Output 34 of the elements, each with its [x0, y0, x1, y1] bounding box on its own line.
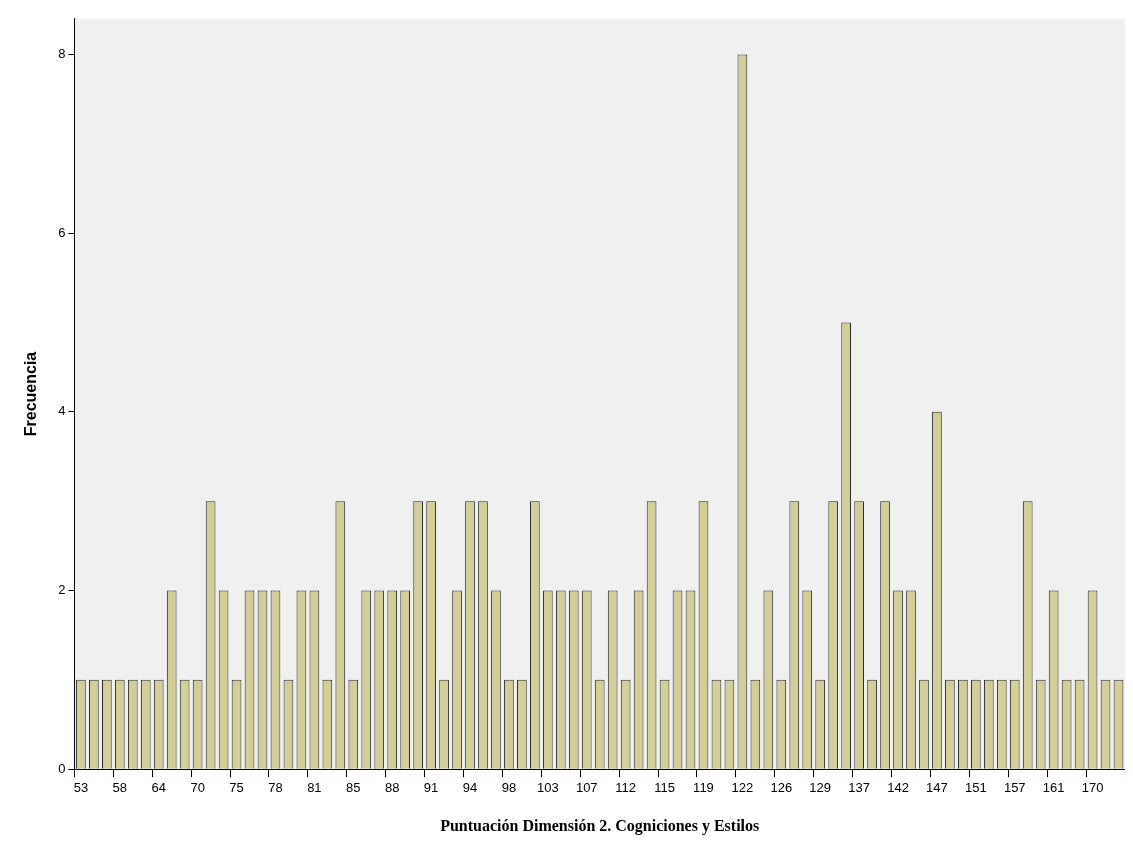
x-tick-label: 53: [73, 779, 89, 795]
x-tick-label: 137: [848, 779, 870, 795]
x-tick-label: 126: [770, 779, 793, 795]
y-tick-label: 8: [58, 46, 66, 62]
x-tick-label: 58: [112, 779, 128, 795]
x-tick-label: 88: [384, 779, 400, 795]
x-tick-label: 78: [268, 779, 283, 795]
x-tick-label: 142: [887, 779, 909, 795]
y-axis-title: Frecuencia: [22, 351, 40, 437]
x-tick-label: 170: [1081, 779, 1104, 795]
y-tick-label: 0: [58, 760, 66, 776]
y-tick-label: 2: [58, 582, 66, 598]
x-tick-label: 64: [151, 779, 166, 795]
x-tick-label: 91: [423, 779, 439, 795]
x-tick-label: 81: [307, 779, 322, 795]
y-tick-label: 6: [58, 224, 66, 240]
x-tick-label: 119: [693, 779, 714, 795]
x-tick-label: 94: [462, 779, 478, 795]
x-tick-label: 85: [346, 779, 361, 795]
x-tick-label: 161: [1042, 779, 1065, 795]
x-tick-label: 122: [731, 779, 754, 795]
x-tick-label: 151: [964, 779, 987, 795]
x-tick-label: 129: [809, 779, 832, 795]
y-tick-label: 4: [58, 403, 66, 419]
x-tick-label: 75: [229, 779, 244, 795]
x-axis-title: Puntuación Dimensión 2. Cogniciones y Estilos: [440, 816, 760, 835]
x-tick-label: 107: [575, 779, 598, 795]
x-tick-label: 112: [615, 779, 637, 795]
x-tick-label: 103: [536, 779, 559, 795]
x-tick-label: 70: [190, 779, 205, 795]
x-tick-label: 147: [926, 779, 948, 795]
x-tick-label: 157: [1003, 779, 1026, 795]
x-tick-label: 98: [501, 779, 517, 795]
x-tick-label: 115: [654, 779, 675, 795]
